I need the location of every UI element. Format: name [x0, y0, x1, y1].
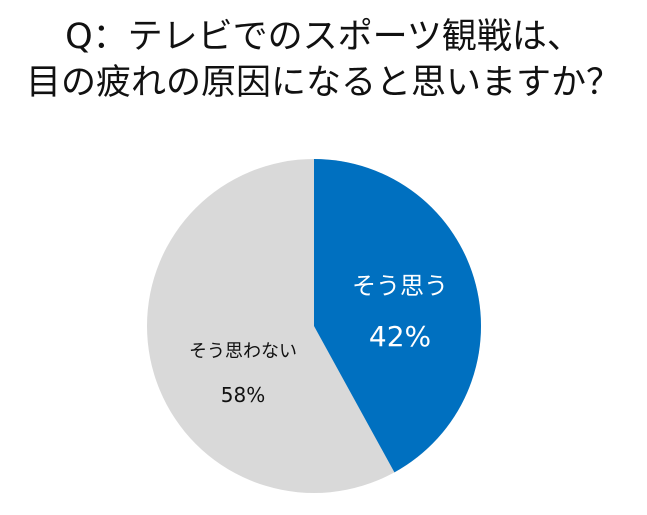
title-line-2: 目の疲れの原因になると思いますか？: [25, 63, 621, 103]
chart-title: Q：テレビでのスポーツ観戦は、 目の疲れの原因になると思いますか？: [0, 14, 647, 106]
data-label-no: そう思わない 58%: [168, 340, 318, 408]
slice-label-yes: そう思う: [352, 272, 448, 300]
data-label-yes: そう思う 42%: [340, 270, 460, 355]
title-line-1: Q：テレビでのスポーツ観戦は、: [65, 17, 582, 57]
slice-value-yes: 42%: [368, 320, 432, 353]
slice-value-no: 58%: [220, 383, 266, 407]
slice-label-no: そう思わない: [189, 341, 297, 362]
pie-slice-yes: [314, 159, 481, 473]
